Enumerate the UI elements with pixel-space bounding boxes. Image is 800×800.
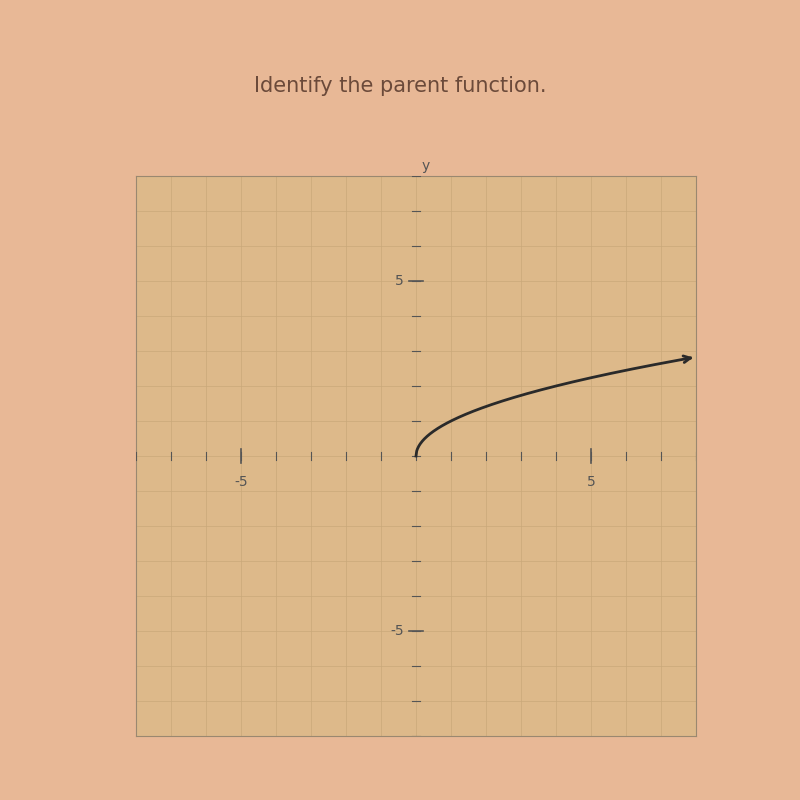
Text: 5: 5 [395, 274, 404, 288]
Text: -5: -5 [390, 624, 404, 638]
Text: Identify the parent function.: Identify the parent function. [254, 76, 546, 96]
Text: -5: -5 [234, 475, 248, 490]
Text: 5: 5 [586, 475, 595, 490]
Text: y: y [422, 158, 430, 173]
